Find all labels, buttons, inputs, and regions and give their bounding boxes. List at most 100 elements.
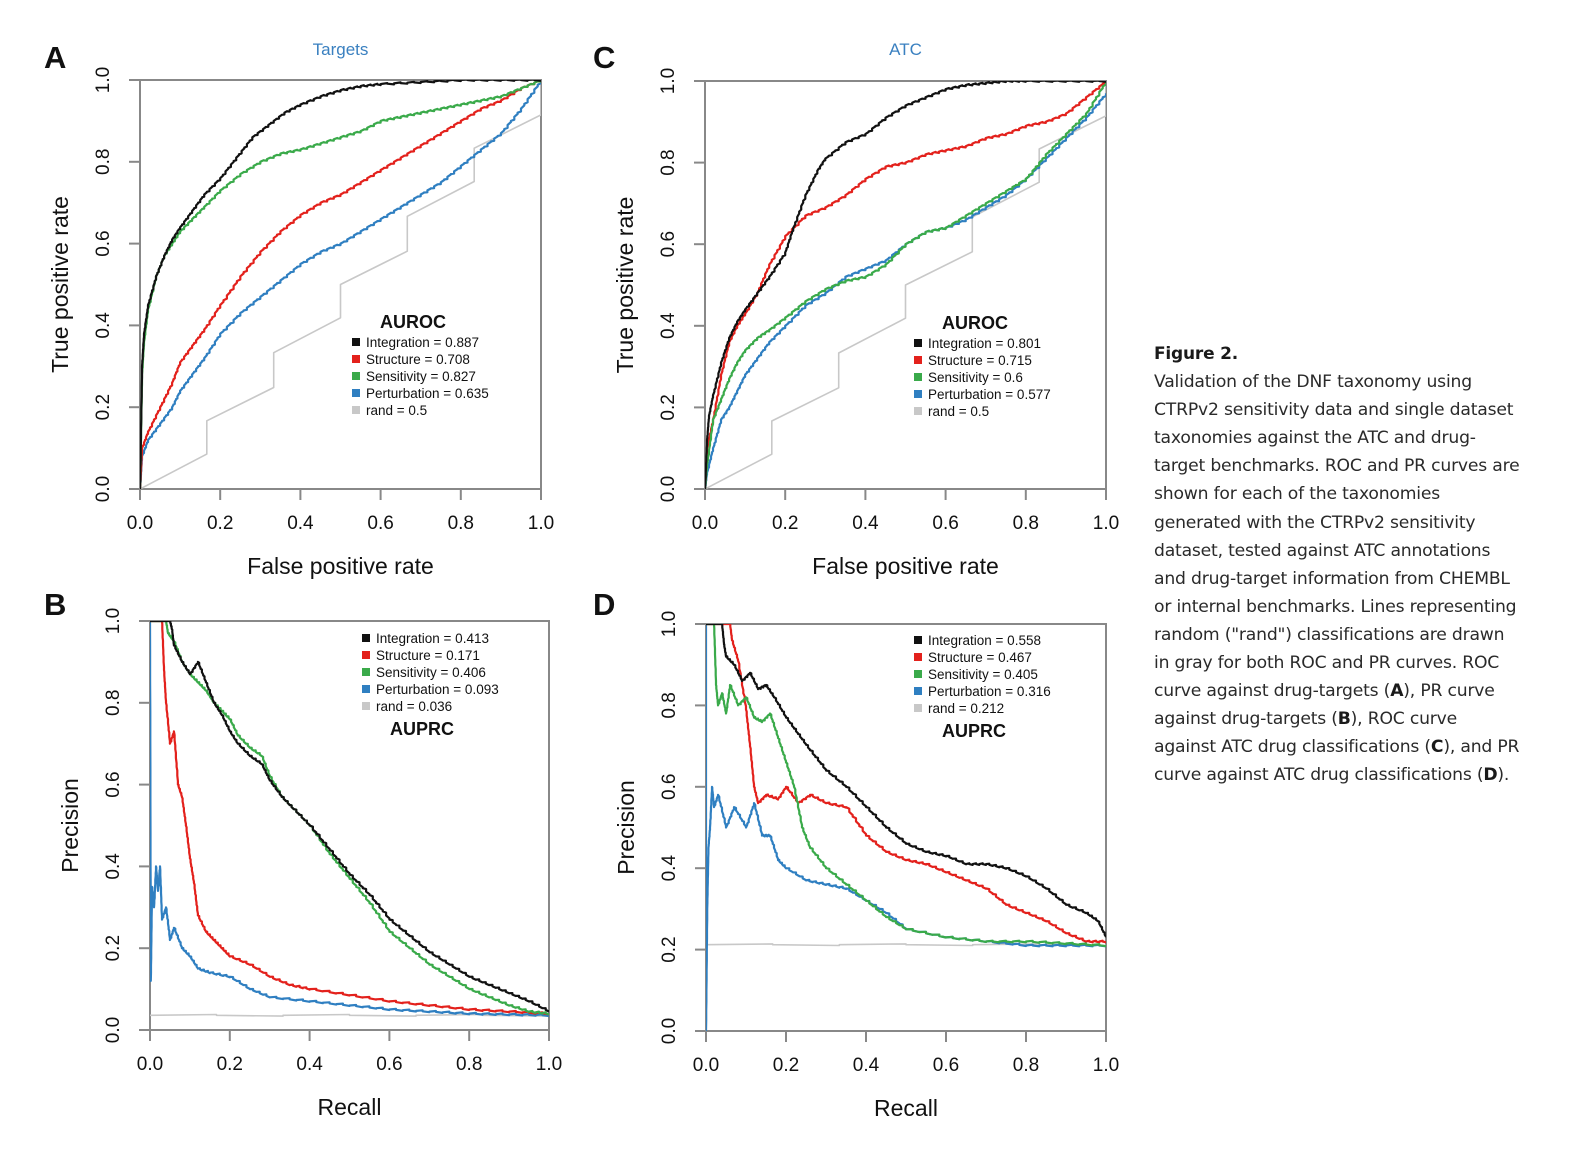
x-tick-label: 0.8 — [448, 513, 474, 534]
y-tick-label: 0.8 — [103, 690, 124, 716]
y-axis-label: True positive rate — [47, 196, 73, 373]
x-tick-label: 1.0 — [1093, 1055, 1119, 1076]
y-tick-label: 0.2 — [103, 935, 124, 961]
x-tick-label: 0.6 — [933, 1055, 959, 1076]
legend-swatch — [914, 670, 922, 678]
caption-body: Validation of the DNF taxonomy using CTR… — [1154, 372, 1520, 785]
x-tick-label: 0.8 — [1013, 1055, 1039, 1076]
x-tick-label: 0.0 — [693, 1055, 719, 1076]
y-axis-label: True positive rate — [612, 197, 638, 374]
series-line-sensitivity — [706, 624, 1106, 948]
legend-title: AUROC — [380, 312, 446, 332]
y-tick-label: 0.8 — [93, 149, 114, 175]
legend-swatch — [352, 338, 360, 346]
legend-entry: Sensitivity = 0.827 — [366, 369, 476, 384]
series-line-structure — [706, 624, 1106, 944]
y-axis-label: Precision — [613, 780, 639, 875]
legend-entry: Integration = 0.887 — [366, 335, 479, 350]
y-tick-label: 0.8 — [659, 692, 680, 718]
y-tick-label: 1.0 — [658, 68, 679, 94]
x-tick-label: 1.0 — [528, 513, 554, 534]
x-axis-label: False positive rate — [812, 553, 999, 579]
y-tick-label: 1.0 — [659, 611, 680, 637]
y-tick-label: 0.0 — [658, 476, 679, 502]
x-tick-label: 0.0 — [692, 513, 718, 534]
legend-entry: Perturbation = 0.093 — [376, 682, 499, 697]
panel-label: B — [44, 587, 66, 622]
x-tick-label: 0.6 — [367, 513, 393, 534]
y-tick-label: 0.2 — [658, 394, 679, 420]
y-tick-label: 0.4 — [103, 853, 124, 880]
x-tick-label: 0.8 — [1013, 513, 1039, 534]
series-line-structure — [150, 621, 549, 1016]
x-tick-label: 0.0 — [127, 513, 153, 534]
x-tick-label: 0.0 — [137, 1054, 163, 1075]
legend-entry: Integration = 0.801 — [928, 336, 1041, 351]
figure-caption: Figure 2. Validation of the DNF taxonomy… — [1154, 340, 1524, 790]
panel-label: C — [593, 40, 615, 75]
legend-swatch — [914, 356, 922, 364]
legend-swatch — [362, 702, 370, 710]
caption-text: Validation of the DNF taxonomy using CTR… — [1154, 372, 1520, 702]
y-tick-label: 0.2 — [93, 394, 114, 420]
caption-panel-ref: C — [1430, 737, 1444, 758]
caption-title: Figure 2. — [1154, 344, 1239, 364]
panel-c: C ATC 0.0 0.2 0.4 0.6 0.8 1.0 0.0 0.2 0.4 0.6 0.8 1.0… — [593, 40, 1119, 579]
legend-entry: Sensitivity = 0.6 — [928, 370, 1023, 385]
plot-frame — [139, 79, 542, 490]
panel-label: A — [44, 40, 66, 75]
legend-title: AUROC — [942, 313, 1008, 333]
legend-swatch — [914, 653, 922, 661]
series-line-perturbation — [150, 621, 549, 1018]
legend-entry: Structure = 0.171 — [376, 648, 480, 663]
legend-entry: rand = 0.036 — [376, 699, 452, 714]
legend-swatch — [352, 389, 360, 397]
series-line-sensitivity — [150, 621, 549, 1016]
series-line-integration — [706, 624, 1106, 938]
x-tick-label: 0.8 — [456, 1054, 482, 1075]
legend-swatch — [914, 373, 922, 381]
series-line-rand — [140, 80, 541, 489]
panel-b: B 0.0 0.2 0.4 0.6 0.8 1.0 0.0 0.2 0.4 0.6 0.8 1.0 Rec… — [44, 587, 562, 1120]
series-line-rand — [705, 81, 1106, 489]
series-line-integration — [705, 81, 1106, 489]
caption-panel-ref: A — [1390, 681, 1404, 702]
legend-swatch — [362, 668, 370, 676]
legend-entry: Structure = 0.467 — [928, 650, 1032, 665]
caption-text: ). — [1497, 765, 1510, 786]
y-tick-label: 1.0 — [103, 608, 124, 634]
y-tick-label: 0.6 — [103, 771, 124, 797]
x-tick-label: 0.6 — [376, 1054, 402, 1075]
series-line-structure — [140, 80, 541, 489]
y-tick-label: 0.6 — [93, 230, 114, 256]
y-tick-label: 0.2 — [659, 936, 680, 962]
x-tick-label: 0.4 — [852, 513, 879, 534]
legend-swatch — [914, 704, 922, 712]
legend-entry: Integration = 0.558 — [928, 633, 1041, 648]
caption-text: ), and PR curve against ATC drug classif… — [1154, 737, 1520, 786]
legend-swatch — [352, 406, 360, 414]
chart-title: ATC — [889, 40, 922, 59]
chart-title: Targets — [313, 40, 369, 59]
legend: AUROC Integration = 0.887 Structure = 0.70… — [352, 312, 489, 418]
panel-label: D — [593, 587, 615, 622]
legend-swatch — [914, 636, 922, 644]
x-axis-label: False positive rate — [247, 553, 434, 579]
legend-entry: Perturbation = 0.635 — [366, 386, 489, 401]
series-line-integration — [150, 621, 549, 1013]
legend: AUROC Integration = 0.801 Structure = 0.71… — [914, 313, 1051, 419]
y-axis-label: Precision — [57, 778, 83, 873]
legend-title: AUPRC — [942, 721, 1006, 741]
x-tick-label: 1.0 — [536, 1054, 562, 1075]
legend: Integration = 0.558 Structure = 0.467 Sens… — [914, 633, 1051, 741]
panel-d: D 0.0 0.2 0.4 0.6 0.8 1.0 0.0 0.2 0.4 0.6 0.8 1.0 Rec… — [593, 587, 1119, 1121]
legend-swatch — [362, 651, 370, 659]
y-tick-label: 1.0 — [93, 67, 114, 93]
legend-entry: Integration = 0.413 — [376, 631, 489, 646]
x-tick-label: 1.0 — [1093, 513, 1119, 534]
legend-entry: Perturbation = 0.577 — [928, 387, 1051, 402]
y-tick-label: 0.6 — [659, 774, 680, 800]
x-tick-label: 0.4 — [296, 1054, 323, 1075]
legend-entry: Structure = 0.708 — [366, 352, 470, 367]
legend: Integration = 0.413 Structure = 0.171 Sens… — [362, 631, 499, 739]
